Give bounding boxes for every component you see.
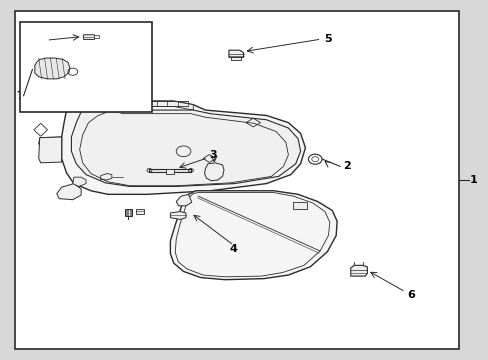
Text: 8: 8 [37, 35, 44, 45]
Bar [136, 209, 144, 214]
Polygon shape [350, 265, 366, 276]
Polygon shape [228, 50, 243, 57]
Bar [293, 202, 306, 210]
Polygon shape [39, 137, 61, 163]
Bar [94, 36, 99, 39]
Polygon shape [39, 137, 61, 145]
Polygon shape [170, 212, 185, 220]
Polygon shape [124, 210, 132, 216]
Polygon shape [61, 101, 305, 194]
Polygon shape [149, 168, 190, 172]
Bar [230, 57, 240, 60]
Polygon shape [57, 184, 81, 200]
Text: 5: 5 [324, 34, 331, 44]
Text: 7: 7 [16, 91, 24, 101]
Polygon shape [176, 194, 191, 206]
Text: 2: 2 [342, 161, 350, 171]
Bar [20, 22, 152, 112]
Polygon shape [71, 108, 300, 186]
Polygon shape [73, 177, 86, 186]
Text: 4: 4 [229, 244, 237, 254]
Polygon shape [170, 191, 336, 280]
Text: 6: 6 [407, 291, 414, 301]
Polygon shape [83, 35, 96, 40]
Bar [165, 169, 174, 174]
Polygon shape [76, 101, 193, 110]
Polygon shape [35, 58, 70, 79]
Text: 1: 1 [469, 175, 477, 185]
Text: 3: 3 [208, 150, 216, 160]
